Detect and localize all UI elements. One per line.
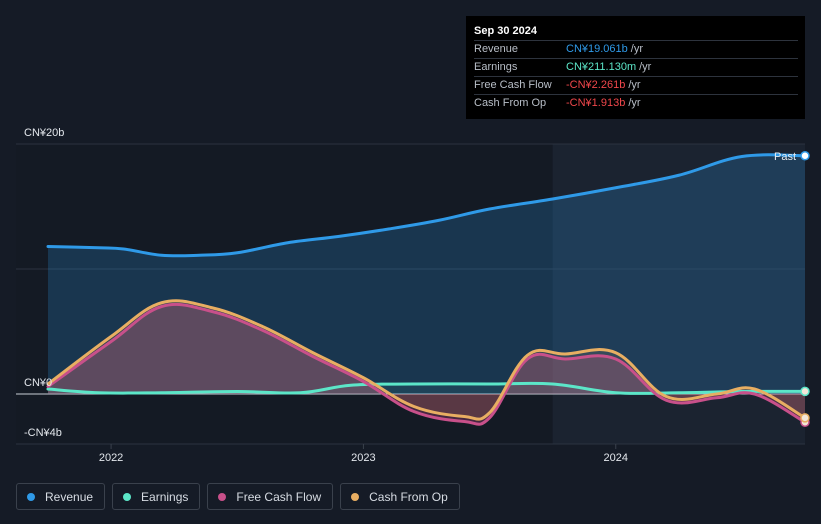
legend-item-free-cash-flow[interactable]: Free Cash Flow xyxy=(207,483,334,510)
tooltip-value: -CN¥2.261b xyxy=(566,79,626,91)
tooltip-value: CN¥211.130m xyxy=(566,61,637,73)
tooltip-label: Cash From Op xyxy=(474,97,547,109)
tooltip-unit: /yr xyxy=(628,97,641,109)
tooltip-row: Earnings CN¥211.130m/yr xyxy=(474,58,798,76)
x-axis-labels: 2022 2023 2024 xyxy=(99,444,628,464)
cash-from-op-area xyxy=(48,300,805,420)
legend-dot-icon xyxy=(123,492,132,501)
tooltip-row: Free Cash Flow -CN¥2.261b/yr xyxy=(474,76,798,94)
revenue-endpoint xyxy=(800,151,810,161)
series-areas xyxy=(48,154,805,425)
tooltip-unit: /yr xyxy=(639,61,652,73)
tooltip-row: Revenue CN¥19.061b/yr xyxy=(474,40,798,58)
cash-from-op-line xyxy=(46,299,807,421)
legend-label: Free Cash Flow xyxy=(236,489,322,504)
series-endpoints xyxy=(800,151,810,427)
earnings-endpoint xyxy=(800,386,810,397)
legend-dot-icon xyxy=(218,492,227,501)
earnings-line xyxy=(46,381,807,396)
tooltip-date: Sep 30 2024 xyxy=(474,25,537,37)
earnings-area xyxy=(48,383,805,394)
y-axis-labels: CN¥20b CN¥0 -CN¥4b xyxy=(24,127,64,439)
tooltip-value: -CN¥1.913b xyxy=(566,97,626,109)
cash-from-op-endpoint xyxy=(800,413,810,423)
x-tick-label: 2022 xyxy=(99,452,123,464)
revenue-area xyxy=(48,154,805,394)
revenue-line xyxy=(46,153,807,258)
tooltip-row: Cash From Op -CN¥1.913b/yr xyxy=(474,94,798,112)
past-label: Past xyxy=(774,151,796,163)
series-lines xyxy=(46,153,807,426)
legend-label: Revenue xyxy=(45,489,94,504)
x-tick-label: 2024 xyxy=(604,452,628,464)
tooltip-label: Revenue xyxy=(474,43,519,55)
free-cash-flow-line xyxy=(46,302,807,426)
y-tick-label: CN¥0 xyxy=(24,377,52,389)
legend-label: Earnings xyxy=(141,489,189,504)
y-tick-label: -CN¥4b xyxy=(24,427,62,439)
legend: Revenue Earnings Free Cash Flow Cash From O… xyxy=(16,483,460,510)
x-tick-label: 2023 xyxy=(351,452,375,464)
tooltip-value: CN¥19.061b xyxy=(566,43,628,55)
legend-item-revenue[interactable]: Revenue xyxy=(16,483,106,510)
legend-dot-icon xyxy=(27,492,35,501)
legend-label: Cash From Op xyxy=(369,489,448,504)
tooltip-unit: /yr xyxy=(630,43,644,55)
free-cash-flow-area xyxy=(48,304,805,425)
y-tick-label: CN¥20b xyxy=(24,127,64,139)
data-tooltip: Sep 30 2024 Revenue CN¥19.061b/yr Earnings… xyxy=(466,16,805,119)
tooltip-unit: /yr xyxy=(628,79,641,91)
legend-item-cash-from-op[interactable]: Cash From Op xyxy=(340,483,460,510)
legend-dot-icon xyxy=(351,492,360,501)
tooltip-label: Earnings xyxy=(474,61,518,73)
legend-item-earnings[interactable]: Earnings xyxy=(112,483,201,510)
tooltip-label: Free Cash Flow xyxy=(474,79,552,91)
